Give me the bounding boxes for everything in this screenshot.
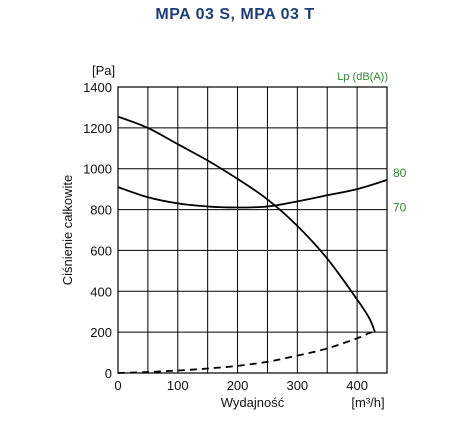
y-tick-label: 800	[90, 203, 112, 218]
x-tick-label: 0	[114, 378, 121, 393]
series-line-2	[117, 179, 388, 209]
x-tick-label: 100	[167, 378, 189, 393]
x-tick-label: 400	[346, 378, 368, 393]
grid	[117, 86, 388, 374]
y-tick-label: 0	[105, 366, 112, 381]
x-axis-unit: [m³/h]	[351, 395, 384, 410]
y-tick-label: 1200	[83, 121, 112, 136]
y-tick-label: 200	[90, 325, 112, 340]
tick-labels: 0 100 200 300 400 0 200 400 600 800 1000 1200 1400	[83, 80, 368, 393]
y-tick-label: 1000	[83, 162, 112, 177]
series-line-3	[117, 331, 376, 374]
x-tick-label: 300	[286, 378, 308, 393]
plot-frame	[117, 86, 388, 374]
series-line-1	[117, 115, 376, 333]
x-tick-label: 200	[227, 378, 249, 393]
right-axis-label: 70	[393, 201, 407, 215]
right-axis-label: 80	[393, 166, 407, 180]
y-tick-label: 600	[90, 243, 112, 258]
right-axis-title: Lp (dB(A))	[337, 71, 388, 83]
y-tick-label: 1400	[83, 80, 112, 95]
series-group	[117, 115, 388, 374]
chart-title: MPA 03 S, MPA 03 T	[155, 6, 315, 23]
y-axis-title: Ciśnienie całkowite	[60, 175, 75, 286]
y-axis-unit: [Pa]	[92, 63, 115, 78]
x-axis-title: Wydajność	[221, 395, 285, 410]
right-axis-labels: 80 70	[393, 166, 407, 215]
y-tick-label: 400	[90, 284, 112, 299]
